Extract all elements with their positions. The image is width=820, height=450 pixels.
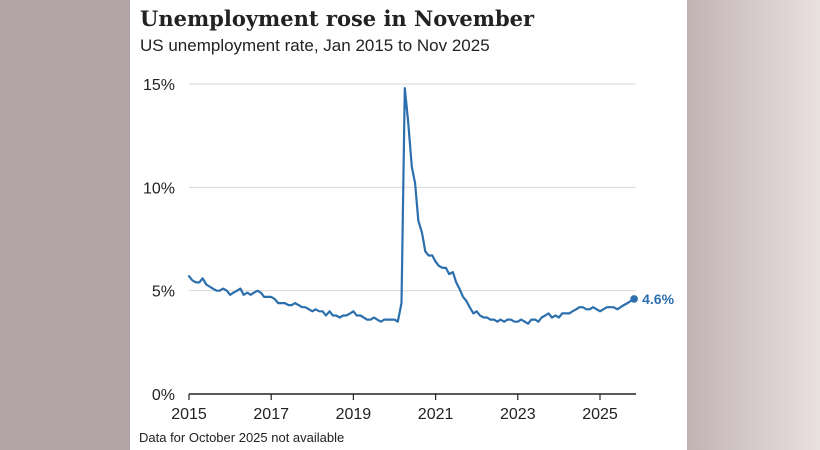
x-tick-label: 2023 [500,406,536,423]
line-chart: 0% 5% 10% 15% 2015 2017 2019 2021 2023 2025 4.6% [143,77,675,423]
x-tick-label: 2025 [582,406,618,423]
x-tick-label: 2015 [171,406,207,423]
y-tick-label: 0% [152,387,175,404]
y-tick-label: 10% [143,180,175,197]
x-tick-label: 2017 [253,406,289,423]
y-tick-label: 5% [152,284,175,301]
y-tick-label: 15% [143,77,175,94]
series-line-unemployment-rate [187,87,636,325]
footnote: Data for October 2025 not available [139,430,345,445]
x-tick-label: 2019 [336,406,372,423]
end-value-label: 4.6% [642,291,674,307]
chart-subtitle: US unemployment rate, Jan 2015 to Nov 20… [140,36,490,55]
end-point-marker [630,295,638,303]
chart-title: Unemployment rose in November [140,6,535,31]
chart-card: Unemployment rose in November US unemplo… [131,0,687,450]
x-tick-label: 2021 [418,406,454,423]
